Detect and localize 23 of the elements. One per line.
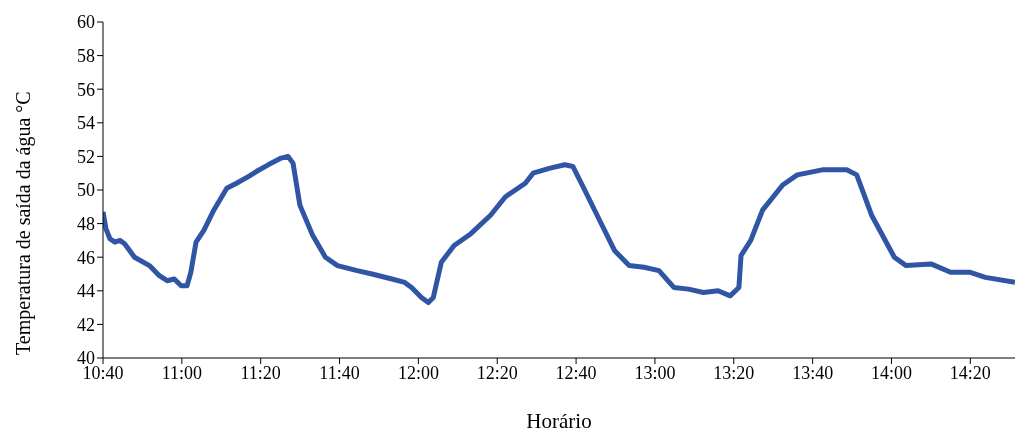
y-tick-label: 54: [77, 113, 95, 134]
y-tick-label: 48: [77, 213, 95, 234]
x-tick-label: 13:40: [792, 362, 834, 383]
x-tick-label: 14:00: [870, 362, 912, 383]
y-tick-label: 56: [77, 79, 95, 100]
y-tick-label: 50: [77, 180, 95, 201]
x-tick-label: 12:00: [397, 362, 439, 383]
x-tick-label: 11:00: [161, 362, 203, 383]
y-tick-label: 42: [77, 314, 95, 335]
y-tick-label: 46: [77, 247, 95, 268]
y-tick-label: 58: [77, 45, 95, 66]
y-tick-label: 44: [77, 281, 95, 302]
x-tick-label: 11:40: [319, 362, 360, 383]
y-axis-title: Temperatura de saída da água °C: [12, 91, 36, 355]
x-tick-label: 12:40: [555, 362, 597, 383]
x-tick-label: 12:20: [476, 362, 518, 383]
x-axis-title: Horário: [526, 409, 592, 433]
y-tick-label: 60: [77, 12, 95, 33]
x-tick-label: 11:20: [240, 362, 281, 383]
x-tick-label: 14:20: [949, 362, 991, 383]
x-tick-label: 13:00: [634, 362, 676, 383]
y-tick-label: 52: [77, 146, 95, 167]
x-tick-label: 13:20: [713, 362, 755, 383]
